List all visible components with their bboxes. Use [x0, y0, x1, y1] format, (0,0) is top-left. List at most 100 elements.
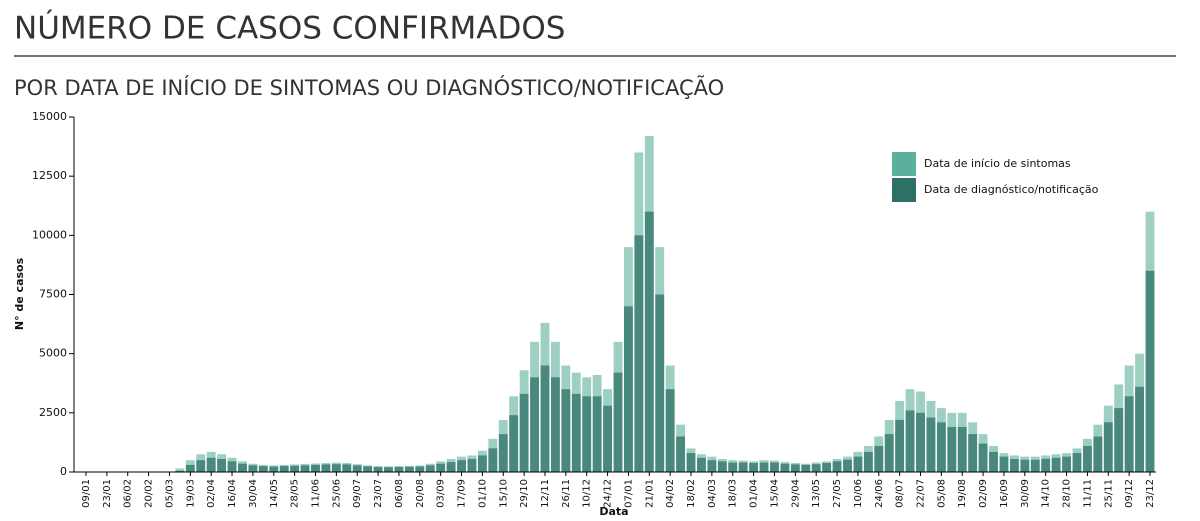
x-tick-label: 05/03 [164, 479, 175, 508]
bar [269, 466, 279, 472]
legend-swatch [892, 152, 916, 176]
x-axis-label: Data [599, 505, 628, 517]
x-tick-label: 10/12 [582, 479, 593, 508]
legend-label: Data de início de sintomas [924, 157, 1071, 170]
chart-title: NÚMERO DE CASOS CONFIRMADOS [14, 10, 565, 47]
x-tick-label: 10/06 [853, 479, 864, 508]
bar [1093, 436, 1103, 472]
bar [634, 235, 644, 472]
x-tick-label: 24/06 [874, 479, 885, 508]
bar [822, 463, 832, 472]
x-tick-label: 12/11 [540, 479, 551, 508]
x-tick-label: 24/12 [603, 479, 614, 508]
bar [978, 443, 988, 472]
bar [676, 436, 686, 472]
bar [1072, 453, 1082, 472]
bar [936, 422, 946, 472]
x-tick-label: 20/08 [415, 479, 426, 508]
bar [530, 377, 539, 472]
x-tick-label: 28/05 [290, 479, 301, 508]
x-tick-label: 27/05 [832, 479, 843, 508]
bar [196, 460, 206, 472]
bar [1051, 457, 1061, 472]
bar [457, 460, 466, 472]
bar [415, 466, 425, 472]
x-tick-label: 14/05 [269, 479, 280, 508]
bar [947, 427, 957, 472]
bar [488, 448, 498, 472]
bar [519, 393, 529, 472]
x-tick-label: 01/10 [477, 479, 488, 508]
bar [738, 462, 748, 472]
bar [279, 466, 289, 472]
bar [258, 466, 268, 472]
chart-subtitle: POR DATA DE INÍCIO DE SINTOMAS OU DIAGNÓ… [14, 74, 724, 100]
x-tick-label: 26/11 [561, 479, 572, 508]
bar [665, 389, 675, 472]
bar [498, 434, 508, 472]
x-tick-label: 29/10 [519, 479, 530, 508]
bar [863, 451, 873, 472]
bar [175, 470, 185, 472]
x-tick-label: 08/07 [895, 479, 906, 508]
bar [394, 467, 404, 472]
x-tick-label: 28/10 [1062, 479, 1073, 508]
bar [749, 463, 759, 472]
x-tick-label: 09/12 [1124, 479, 1135, 508]
bar [926, 417, 936, 472]
x-tick-label: 30/09 [1020, 479, 1031, 508]
bar [1114, 408, 1124, 472]
bar [467, 458, 477, 472]
bar [1124, 396, 1134, 472]
bar [185, 464, 195, 472]
x-tick-label: 14/10 [1041, 479, 1052, 508]
bar [342, 464, 352, 472]
bar [477, 455, 487, 472]
bar [644, 211, 654, 472]
x-tick-label: 23/12 [1145, 479, 1156, 508]
x-tick-label: 17/09 [457, 479, 468, 508]
bar [790, 464, 800, 472]
bar [916, 412, 925, 472]
bar [373, 467, 383, 472]
x-tick-label: 06/02 [123, 479, 134, 508]
legend-swatch [892, 178, 916, 202]
bar [227, 461, 237, 472]
y-tick-label: 2500 [39, 406, 67, 419]
x-tick-label: 16/09 [999, 479, 1010, 508]
x-tick-label: 07/01 [623, 479, 634, 508]
bar [404, 466, 414, 472]
bar [238, 463, 247, 472]
x-tick-label: 02/09 [978, 479, 989, 508]
bar [1020, 459, 1030, 472]
bar [290, 465, 300, 472]
y-tick-label: 7500 [39, 288, 67, 301]
bar [217, 458, 227, 472]
bar [436, 463, 446, 472]
bar [571, 393, 581, 472]
bar [759, 462, 769, 472]
y-tick-label: 0 [60, 465, 67, 478]
x-tick-label: 21/01 [644, 479, 655, 508]
x-tick-label: 05/08 [936, 479, 947, 508]
x-tick-label: 01/04 [749, 479, 760, 508]
x-tick-label: 11/06 [310, 479, 321, 508]
x-tick-label: 25/11 [1103, 479, 1114, 508]
x-tick-label: 18/02 [686, 479, 697, 508]
bar [175, 468, 185, 472]
x-tick-label: 09/07 [352, 479, 363, 508]
bar [352, 465, 362, 472]
bar [801, 464, 811, 472]
bar [446, 462, 456, 472]
x-tick-label: 19/08 [957, 479, 968, 508]
bar [331, 464, 341, 472]
y-axis-label: N° de casos [13, 257, 26, 330]
bar [613, 372, 623, 472]
y-tick-label: 5000 [39, 347, 67, 360]
x-tick-label: 30/04 [248, 479, 259, 508]
bar [363, 466, 373, 472]
bar [248, 465, 258, 472]
x-tick-label: 02/04 [206, 479, 217, 508]
y-tick-label: 10000 [32, 228, 67, 241]
